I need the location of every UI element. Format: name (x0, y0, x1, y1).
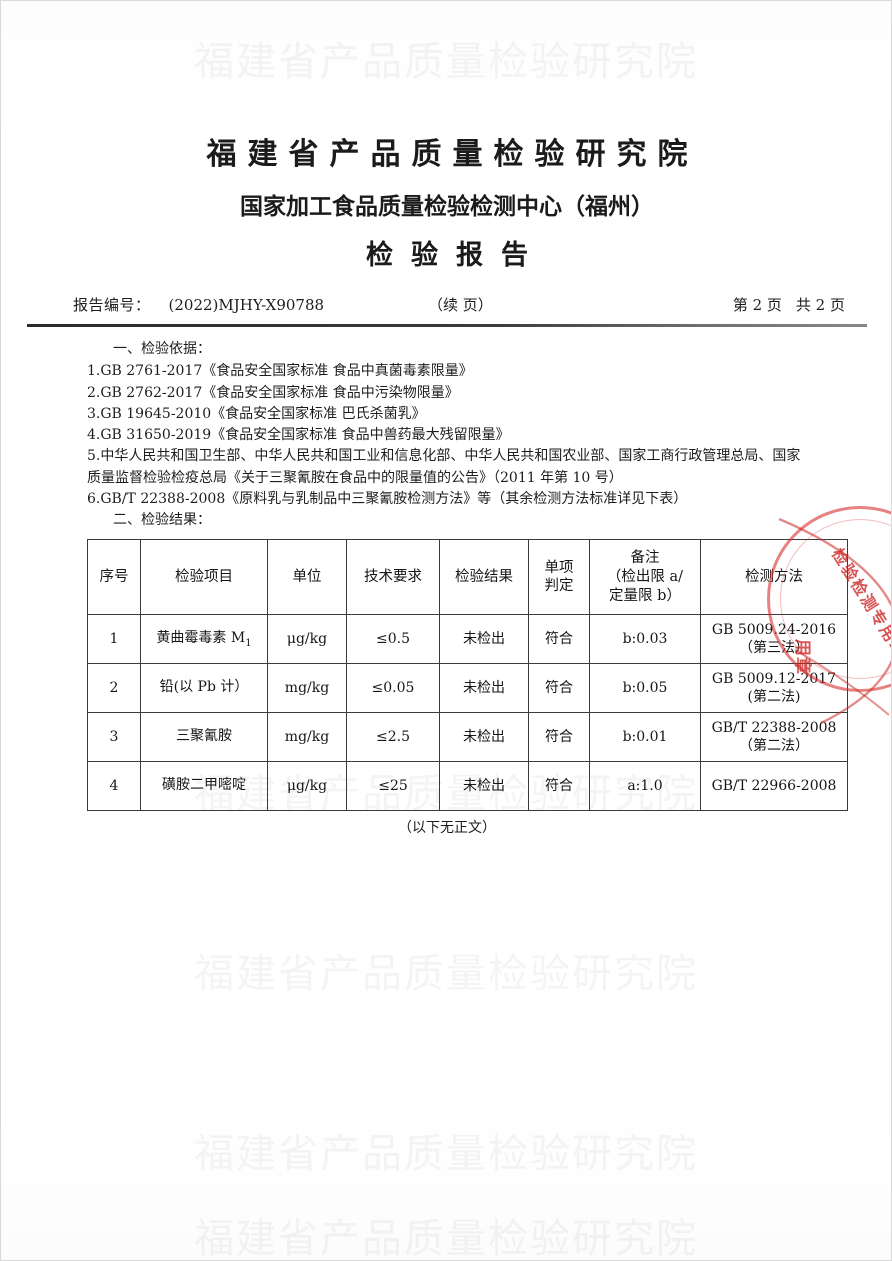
basis-item: 5.中华人民共和国卫生部、中华人民共和国工业和信息化部、中华人民共和国农业部、国… (87, 448, 801, 486)
page-indicator: 第 2 页共 2 页 (719, 294, 845, 315)
cell-requirement: ≤0.5 (346, 614, 440, 665)
continuation-label: （续 页） (428, 296, 493, 314)
cell-item-main: 铅(以 Pb 计） (159, 678, 249, 695)
inspection-basis-section: 一、检验依据： 1.GB 2761-2017《食品安全国家标准 食品中真菌毒素限… (87, 339, 807, 531)
report-meta-row: 报告编号： (2022)MJHY-X90788 （续 页） 第 2 页共 2 页 (73, 294, 845, 318)
cell-method-line1: GB/T 22966-2008 (711, 778, 837, 795)
no-further-text-note: （以下无正文） (398, 820, 496, 837)
cell-item-main: 三聚氰胺 (176, 727, 232, 744)
cell-result: 未检出 (439, 761, 529, 812)
cell-unit: mg/kg (267, 712, 347, 763)
header-remark-line3: 定量限 b） (609, 587, 681, 604)
center-name: 国家加工食品质量检验检测中心（福州） (240, 193, 654, 220)
cell-method: GB/T 22388-2008 （第二法） (700, 712, 848, 763)
header-judgement-line2: 判定 (544, 578, 574, 595)
header-judgement-line1: 单项 (544, 559, 574, 576)
cell-method: GB 5009.12-2017 (第二法) (700, 663, 848, 714)
cell-judgement: 符合 (528, 761, 590, 812)
basis-item: 4.GB 31650-2019《食品安全国家标准 食品中兽药最大残留限量》 (87, 427, 510, 444)
cell-remark: b:0.03 (589, 614, 701, 665)
header-remark-line2: （检出限 a/ (606, 568, 684, 585)
cell-no: 2 (87, 663, 141, 714)
table-header-row: 序号 检验项目 单位 技术要求 检验结果 单项 判定 备注 （检出限 a/ 定量… (87, 539, 848, 616)
cell-unit: mg/kg (267, 663, 347, 714)
cell-requirement: ≤2.5 (346, 712, 440, 763)
header-no: 序号 (87, 539, 141, 616)
results-table: 序号 检验项目 单位 技术要求 检验结果 单项 判定 备注 （检出限 a/ 定量… (87, 539, 848, 812)
cell-no: 1 (87, 614, 141, 665)
cell-method-line2: （第三法） (739, 640, 809, 657)
cell-method-line1: GB 5009.24-2016 (711, 622, 837, 639)
report-number: 报告编号： (2022)MJHY-X90788 (73, 294, 324, 315)
cell-unit: μg/kg (267, 614, 347, 665)
basis-item: 3.GB 19645-2010《食品安全国家标准 巴氏杀菌乳》 (87, 405, 426, 422)
table-row: 1 黄曲霉毒素 M1 μg/kg ≤0.5 未检出 符合 b:0.03 GB 5… (87, 614, 848, 665)
cell-remark: a:1.0 (589, 761, 701, 812)
cell-method-line1: GB/T 22388-2008 (711, 720, 837, 737)
cell-requirement: ≤0.05 (346, 663, 440, 714)
cell-method: GB/T 22966-2008 (700, 761, 848, 812)
table-row: 3 三聚氰胺 mg/kg ≤2.5 未检出 符合 b:0.01 GB/T 223… (87, 712, 848, 763)
cell-remark: b:0.05 (589, 663, 701, 714)
cell-method-line2: (第二法) (747, 689, 801, 706)
cell-method-line1: GB 5009.12-2017 (711, 671, 837, 688)
page-total: 共 2 页 (795, 296, 845, 314)
header-result: 检验结果 (439, 539, 529, 616)
results-heading: 二、检验结果： (113, 512, 211, 529)
header-requirement: 技术要求 (346, 539, 440, 616)
cell-result: 未检出 (439, 663, 529, 714)
table-row: 4 磺胺二甲嘧啶 μg/kg ≤25 未检出 符合 a:1.0 GB/T 229… (87, 761, 848, 812)
cell-result: 未检出 (439, 614, 529, 665)
cell-unit: μg/kg (267, 761, 347, 812)
cell-judgement: 符合 (528, 614, 590, 665)
header-unit: 单位 (267, 539, 347, 616)
cell-item: 铅(以 Pb 计） (140, 663, 268, 714)
organization-title: 福建省产品质量检验研究院 (206, 137, 699, 172)
table-row: 2 铅(以 Pb 计） mg/kg ≤0.05 未检出 符合 b:0.05 GB… (87, 663, 848, 714)
header-judgement: 单项 判定 (528, 539, 590, 616)
cell-no: 3 (87, 712, 141, 763)
cell-judgement: 符合 (528, 663, 590, 714)
header-item: 检验项目 (140, 539, 268, 616)
cell-method-line2: （第二法） (739, 738, 809, 755)
cell-result: 未检出 (439, 712, 529, 763)
header-method: 检测方法 (700, 539, 848, 616)
cell-requirement: ≤25 (346, 761, 440, 812)
basis-item: 6.GB/T 22388-2008《原料乳与乳制品中三聚氰胺检测方法》等（其余检… (87, 490, 688, 507)
page-current: 第 2 页 (732, 296, 782, 314)
cell-method: GB 5009.24-2016 （第三法） (700, 614, 848, 665)
cell-no: 4 (87, 761, 141, 812)
cell-item: 三聚氰胺 (140, 712, 268, 763)
cell-item: 磺胺二甲嘧啶 (140, 761, 268, 812)
cell-item-main: 磺胺二甲嘧啶 (162, 776, 246, 793)
page-title: 检验报告 (366, 240, 546, 271)
basis-item: 1.GB 2761-2017《食品安全国家标准 食品中真菌毒素限量》 (87, 363, 473, 380)
cell-item-subscript: 1 (245, 637, 252, 649)
report-number-value: (2022)MJHY-X90788 (168, 296, 325, 314)
cell-remark: b:0.01 (589, 712, 701, 763)
cell-item-main: 黄曲霉毒素 M (156, 629, 246, 646)
basis-item: 2.GB 2762-2017《食品安全国家标准 食品中污染物限量》 (87, 384, 459, 401)
basis-heading: 一、检验依据： (113, 341, 211, 357)
header-remark-line1: 备注 (630, 550, 660, 567)
table-body: 1 黄曲霉毒素 M1 μg/kg ≤0.5 未检出 符合 b:0.03 GB 5… (87, 614, 848, 812)
cell-item: 黄曲霉毒素 M1 (140, 614, 268, 665)
header-remark: 备注 （检出限 a/ 定量限 b） (589, 539, 701, 616)
report-number-label: 报告编号： (73, 296, 151, 314)
cell-judgement: 符合 (528, 712, 590, 763)
header-divider (27, 324, 867, 327)
